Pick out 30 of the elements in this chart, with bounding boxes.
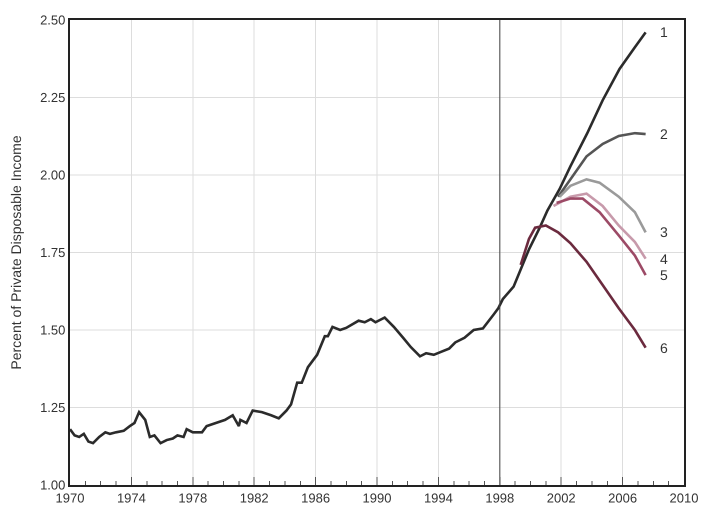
x-tick-label: 1986 xyxy=(301,490,330,506)
line-series xyxy=(556,132,647,198)
x-tick-label: 1978 xyxy=(178,490,208,506)
series-label: 2 xyxy=(660,126,668,142)
series-label: 6 xyxy=(660,340,668,356)
x-tick-label: 2006 xyxy=(608,490,638,506)
y-tick-label: 1.25 xyxy=(40,400,66,416)
line-series xyxy=(552,192,647,260)
series-label: 4 xyxy=(660,251,668,267)
y-axis-title: Percent of Private Disposable Income xyxy=(8,135,24,370)
y-tick-label: 1.75 xyxy=(40,245,66,260)
line-series xyxy=(555,197,647,276)
y-tick-label: 2.00 xyxy=(40,168,66,183)
x-tick-label: 2010 xyxy=(670,490,698,506)
series-label: 3 xyxy=(660,224,668,240)
x-tick-label: 1998 xyxy=(485,490,514,506)
y-tick-label: 2.50 xyxy=(40,12,66,28)
y-tick-label: 1.50 xyxy=(40,322,66,338)
x-tick-label: 1994 xyxy=(424,490,453,506)
x-tick-label: 1990 xyxy=(362,490,392,506)
x-tick-label: 1970 xyxy=(56,490,84,506)
line-series xyxy=(558,178,647,234)
x-tick-label: 1974 xyxy=(116,490,146,506)
series-label: 1 xyxy=(660,24,668,40)
y-tick-label: 1.00 xyxy=(40,478,66,493)
x-tick-label: 1982 xyxy=(240,490,269,506)
line-series xyxy=(519,224,647,349)
series-label: 5 xyxy=(660,267,668,283)
y-tick-label: 2.25 xyxy=(40,90,66,106)
x-tick-label: 2002 xyxy=(546,490,576,506)
